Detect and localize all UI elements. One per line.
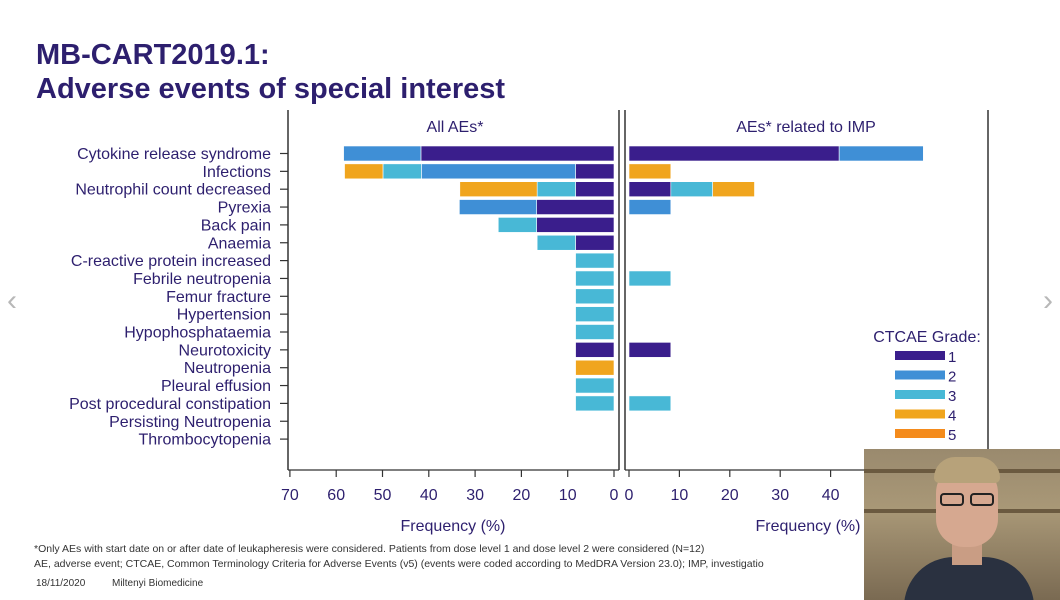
- bar-segment-grade-4: [344, 163, 384, 180]
- legend-swatch-grade-3: [895, 390, 945, 399]
- right-panel-title: AEs* related to IMP: [736, 119, 876, 136]
- legend-title: CTCAE Grade:: [873, 329, 981, 346]
- category-label: Hypertension: [177, 307, 271, 324]
- slide-title-line2: Adverse events of special interest: [36, 73, 506, 105]
- bar-segment-grade-1: [420, 145, 615, 162]
- category-label: Post procedural constipation: [69, 396, 271, 413]
- left-x-tick-label: 70: [281, 487, 299, 504]
- category-label: Febrile neutropenia: [133, 271, 271, 288]
- footnote-abbreviations: AE, adverse event; CTCAE, Common Termino…: [34, 558, 764, 570]
- chevron-right-icon[interactable]: ›: [1043, 284, 1053, 317]
- bar-segment-grade-2: [343, 145, 422, 162]
- bar-segment-grade-3: [382, 163, 422, 180]
- category-label: Neutropenia: [184, 360, 271, 377]
- bar-segment-grade-4: [459, 181, 538, 197]
- presenter-webcam: [864, 449, 1060, 600]
- legend-label-grade-2: 2: [948, 369, 956, 386]
- category-label: Pyrexia: [218, 200, 271, 217]
- category-label: Pleural effusion: [161, 378, 271, 395]
- bar-segment-grade-3: [628, 395, 672, 412]
- category-label: Cytokine release syndrome: [77, 146, 271, 163]
- category-label: Persisting Neutropenia: [109, 414, 271, 431]
- bar-segment-grade-3: [575, 306, 615, 322]
- left-x-tick-label: 20: [513, 487, 531, 504]
- bar-segment-grade-3: [575, 252, 615, 269]
- legend-label-grade-1: 1: [948, 349, 956, 366]
- bar-segment-grade-4: [575, 359, 615, 376]
- category-label: Hypophosphataemia: [124, 325, 271, 342]
- left-panel-title: All AEs*: [427, 119, 484, 136]
- legend-swatch-grade-5: [895, 429, 945, 438]
- left-x-tick-label: 30: [466, 487, 484, 504]
- left-x-tick-label: 50: [374, 487, 392, 504]
- right-x-tick-label: 0: [625, 487, 634, 504]
- bar-segment-grade-1: [628, 181, 672, 197]
- bar-segment-grade-1: [575, 342, 615, 358]
- bar-segment-grade-3: [628, 270, 672, 287]
- bar-segment-grade-4: [712, 181, 755, 197]
- bar-segment-grade-1: [536, 199, 615, 215]
- category-label: Neutrophil count decreased: [75, 182, 271, 199]
- legend-swatch-grade-1: [895, 351, 945, 360]
- bar-segment-grade-3: [536, 181, 576, 197]
- bar-segment-grade-2: [628, 199, 672, 215]
- category-label: Femur fracture: [166, 289, 271, 306]
- bar-segment-grade-1: [628, 342, 672, 358]
- category-label: Infections: [203, 164, 271, 181]
- bar-segment-grade-3: [575, 324, 615, 340]
- bar-segment-grade-2: [421, 163, 576, 180]
- bar-segment-grade-4: [628, 163, 672, 180]
- presenter-hair: [934, 457, 1000, 483]
- right-x-tick-label: 10: [671, 487, 689, 504]
- left-x-tick-label: 40: [420, 487, 438, 504]
- bar-segment-grade-1: [536, 217, 615, 233]
- category-label: Thrombocytopenia: [138, 432, 271, 449]
- category-label: Back pain: [201, 217, 271, 234]
- legend-swatch-grade-2: [895, 370, 945, 380]
- right-x-tick-label: 20: [721, 487, 739, 504]
- left-x-tick-label: 0: [610, 487, 619, 504]
- bar-segment-grade-3: [575, 395, 615, 412]
- bar-segment-grade-3: [575, 377, 615, 394]
- bar-segment-grade-1: [575, 234, 615, 251]
- bar-segment-grade-2: [838, 145, 924, 162]
- bar-segment-grade-3: [575, 288, 615, 305]
- category-label: Anaemia: [208, 235, 271, 252]
- left-x-tick-label: 60: [327, 487, 345, 504]
- bar-segment-grade-1: [575, 181, 615, 197]
- slide-date: 18/11/2020: [36, 578, 86, 589]
- left-x-axis-label: Frequency (%): [401, 518, 506, 535]
- category-label: Neurotoxicity: [179, 342, 271, 359]
- left-x-tick-label: 10: [559, 487, 577, 504]
- presenter-glasses: [938, 493, 996, 507]
- bar-segment-grade-3: [670, 181, 713, 197]
- right-x-axis-label: Frequency (%): [756, 518, 861, 535]
- company-name: Miltenyi Biomedicine: [112, 578, 204, 589]
- bar-segment-grade-2: [459, 199, 537, 215]
- footnote-only-aes: *Only AEs with start date on or after da…: [34, 543, 705, 555]
- bar-segment-grade-1: [628, 145, 840, 162]
- bar-segment-grade-3: [575, 270, 615, 287]
- legend-label-grade-3: 3: [948, 388, 956, 405]
- slide-title-line1: MB-CART2019.1:: [36, 39, 270, 71]
- legend-label-grade-5: 5: [948, 427, 956, 444]
- category-label: C-reactive protein increased: [71, 253, 271, 270]
- chevron-left-icon[interactable]: ‹: [7, 284, 17, 317]
- bar-segment-grade-1: [575, 163, 615, 180]
- right-x-tick-label: 40: [822, 487, 840, 504]
- legend-swatch-grade-4: [895, 409, 945, 419]
- right-x-tick-label: 30: [771, 487, 789, 504]
- bar-segment-grade-3: [497, 217, 537, 233]
- legend-label-grade-4: 4: [948, 408, 956, 425]
- bar-segment-grade-3: [536, 234, 576, 251]
